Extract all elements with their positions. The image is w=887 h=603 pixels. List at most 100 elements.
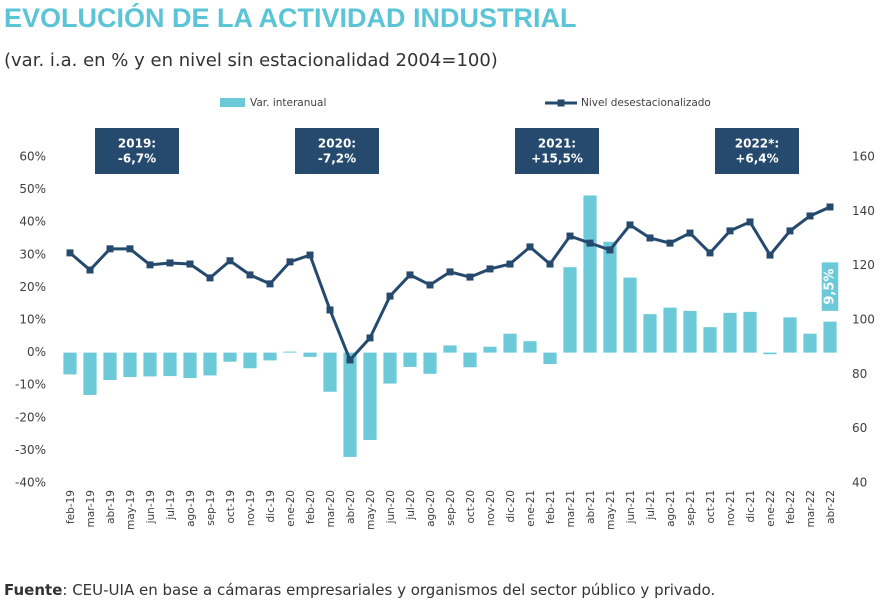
x-tick-label: feb-19	[65, 490, 77, 524]
line-marker	[186, 260, 194, 268]
y2-tick-label: 140	[852, 204, 875, 218]
line-marker	[766, 251, 774, 259]
line-marker	[686, 229, 694, 237]
x-tick-label: feb-21	[545, 490, 557, 524]
bar	[143, 352, 157, 377]
y2-tick-label: 120	[852, 258, 875, 272]
x-tick-label: nov-21	[725, 490, 737, 526]
bar	[203, 352, 217, 376]
bar	[243, 352, 257, 369]
x-tick-label: may-19	[125, 490, 137, 530]
legend-label: Nivel desestacionalizado	[581, 97, 711, 109]
line-marker	[506, 260, 514, 268]
bar	[183, 352, 197, 379]
y-tick-label: -10%	[15, 378, 46, 392]
bar	[463, 352, 477, 368]
x-tick-label: abr-20	[345, 490, 357, 524]
x-tick-label: feb-20	[305, 490, 317, 524]
line-marker	[626, 221, 634, 229]
line-marker	[466, 273, 474, 281]
line-marker	[406, 271, 414, 279]
y-tick-label: 40%	[19, 215, 46, 229]
annotation-value: -7,2%	[318, 152, 356, 166]
bar	[663, 307, 677, 353]
line-marker	[326, 306, 334, 314]
y-tick-label: 60%	[19, 150, 46, 164]
bar	[783, 317, 797, 353]
x-tick-label: dic-19	[265, 490, 277, 523]
x-tick-label: mar-21	[565, 490, 577, 527]
y-tick-label: -20%	[15, 410, 46, 424]
line-marker	[386, 292, 394, 300]
bar	[363, 352, 377, 440]
value-label: 9,5%	[823, 269, 838, 305]
x-tick-label: dic-20	[505, 490, 517, 523]
line-marker	[306, 251, 314, 259]
line-marker	[446, 268, 454, 276]
annotation-box	[715, 128, 799, 174]
source: Fuente: CEU-UIA en base a cámaras empres…	[4, 581, 715, 599]
source-label: Fuente	[4, 581, 62, 599]
x-tick-label: jun-20	[385, 490, 397, 524]
annotation-box	[95, 128, 179, 174]
line-marker	[166, 259, 174, 267]
line-marker	[346, 356, 354, 364]
bar	[803, 333, 817, 353]
x-tick-label: may-21	[605, 490, 617, 530]
bar	[543, 352, 557, 365]
bar	[103, 352, 117, 380]
bar	[643, 314, 657, 353]
x-tick-label: abr-22	[825, 490, 837, 524]
bar	[503, 333, 517, 353]
line-marker	[426, 281, 434, 289]
x-tick-label: dic-21	[745, 490, 757, 523]
line-marker	[746, 218, 754, 226]
line-marker	[806, 212, 814, 220]
line-marker	[566, 232, 574, 240]
bar	[223, 352, 237, 362]
x-tick-label: oct-21	[705, 490, 717, 523]
x-tick-label: ago-21	[665, 490, 677, 527]
bar	[63, 352, 77, 375]
bar	[163, 352, 177, 377]
line-marker	[126, 245, 134, 253]
bar	[263, 352, 277, 361]
bar	[563, 267, 577, 353]
bar	[623, 277, 637, 353]
line-marker	[726, 227, 734, 235]
line-marker	[646, 234, 654, 242]
bar	[583, 195, 597, 353]
x-tick-label: sep-21	[685, 490, 697, 526]
bar	[443, 345, 457, 353]
line-marker	[486, 265, 494, 273]
y-tick-label: 10%	[19, 313, 46, 327]
bar	[283, 351, 297, 353]
x-tick-label: oct-19	[225, 490, 237, 523]
x-tick-label: jun-21	[625, 490, 637, 524]
annotation-value: +15,5%	[531, 152, 583, 166]
annotation-year: 2021:	[538, 137, 576, 151]
bar	[383, 352, 397, 384]
bar	[823, 321, 837, 353]
y-tick-label: 0%	[27, 345, 46, 359]
line-marker	[146, 261, 154, 269]
x-tick-label: mar-20	[325, 490, 337, 527]
y-tick-label: -30%	[15, 443, 46, 457]
annotation-year: 2022*:	[735, 137, 779, 151]
line-marker	[586, 239, 594, 247]
x-tick-label: jul-19	[165, 490, 177, 521]
legend-marker	[557, 99, 565, 107]
bar	[763, 352, 777, 355]
x-tick-label: ene-22	[765, 490, 777, 527]
annotation-value: -6,7%	[118, 152, 156, 166]
x-tick-label: feb-22	[785, 490, 797, 524]
bar	[683, 310, 697, 353]
line-marker	[206, 274, 214, 282]
x-tick-label: ene-20	[285, 490, 297, 527]
annotation-value: +6,4%	[735, 152, 778, 166]
bar	[83, 352, 97, 395]
line-marker	[526, 243, 534, 251]
line-marker	[366, 334, 374, 342]
line-marker	[286, 258, 294, 266]
